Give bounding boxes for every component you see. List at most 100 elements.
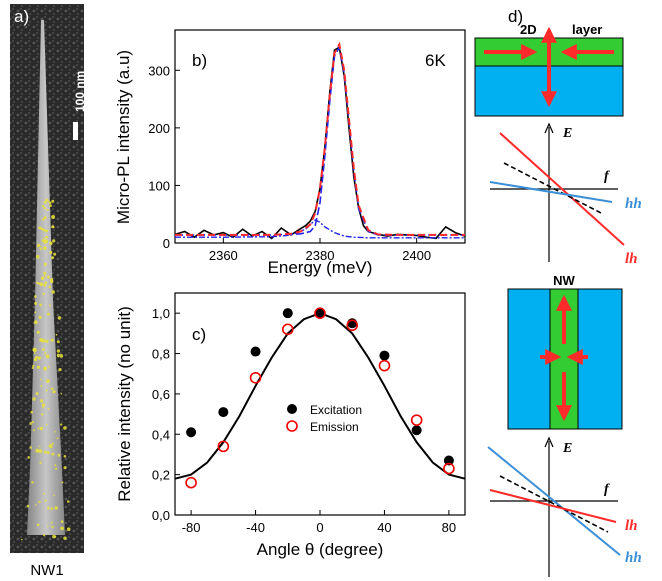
top-lh-line: [499, 132, 625, 246]
plot-b-xtick-label: 2400: [402, 248, 431, 263]
yellow-dot: [33, 320, 38, 325]
yellow-dot: [52, 390, 56, 394]
panel-d: d) 2D layer E f hh lh: [474, 7, 642, 577]
plot-c-fit-line: [174, 312, 466, 480]
yellow-dot: [46, 275, 50, 279]
plot-c-ytick-label: 1,0: [152, 306, 170, 321]
yellow-dot: [57, 355, 59, 358]
yellow-dot: [45, 339, 49, 343]
label-layer: layer: [572, 22, 602, 37]
plot-c-point-excitation: [218, 407, 229, 418]
yellow-dot: [45, 235, 48, 239]
yellow-dot: [43, 492, 46, 495]
yellow-dot: [43, 367, 47, 371]
yellow-dot: [51, 199, 55, 203]
yellow-dot: [54, 430, 56, 433]
yellow-dot: [66, 527, 71, 531]
yellow-dot: [51, 452, 55, 456]
plot-c-xtick-label: 40: [377, 520, 391, 535]
yellow-dot: [42, 217, 45, 221]
yellow-dot: [44, 281, 48, 285]
legend-label-excitation: Excitation: [310, 403, 362, 417]
yellow-dot: [34, 301, 38, 305]
yellow-dot: [56, 349, 61, 353]
plot-c-xtick-label: -80: [182, 520, 201, 535]
yellow-dot: [60, 393, 63, 395]
plot-c-point-emission: [281, 323, 294, 336]
plot-c-point-excitation: [282, 308, 293, 319]
plot-c-point-excitation: [186, 427, 197, 438]
top-lh-label: lh: [625, 251, 638, 267]
yellow-dot: [43, 450, 47, 454]
yellow-dot: [60, 520, 64, 523]
yellow-dot: [34, 295, 37, 298]
yellow-dot: [56, 340, 60, 344]
yellow-dot: [43, 237, 46, 240]
bottom-band-diagram: E f lh hh: [487, 436, 642, 577]
yellow-dot: [33, 352, 36, 354]
yellow-dot: [34, 503, 37, 506]
yellow-dot: [32, 347, 37, 352]
yellow-dot: [40, 245, 42, 248]
plot-c-point-emission: [443, 462, 455, 475]
nw-label: NW: [553, 273, 575, 288]
yellow-dot: [33, 429, 35, 432]
plot-c-xtick-label: 0: [316, 520, 323, 535]
yellow-dot: [50, 521, 53, 524]
legend-label-emission: Emission: [310, 420, 359, 434]
yellow-dot: [43, 200, 47, 204]
panel-c: -80 -40 0 40 80 0,0 0,2 0,4 0,6 0,8 1,0 c) Excitat…: [115, 292, 466, 559]
yellow-dot: [50, 278, 54, 281]
yellow-dot: [35, 448, 40, 453]
plot-c-ticks: -80 -40 0 40 80 0,0 0,2 0,4 0,6 0,8 1,0: [152, 306, 456, 535]
panel-label-d: d): [508, 7, 523, 26]
temperature-annotation: 6K: [425, 51, 446, 70]
top-E-arrowhead: [544, 122, 554, 134]
yellow-dot: [43, 283, 47, 287]
plot-b-ytick-label: 200: [148, 121, 170, 136]
yellow-dot: [48, 285, 51, 289]
yellow-dot: [53, 494, 55, 497]
top-axis-f: f: [604, 169, 610, 184]
yellow-dot: [63, 426, 67, 430]
panel-label-a: a): [14, 7, 29, 26]
yellow-dot: [51, 525, 54, 529]
top-axis-E: E: [562, 126, 572, 141]
yellow-dot: [63, 536, 67, 540]
plot-b-series-fit_total: [175, 41, 465, 236]
yellow-dot: [56, 437, 59, 440]
yellow-dot: [50, 507, 54, 510]
plot-c-point-emission: [346, 319, 359, 332]
yellow-dot: [54, 464, 57, 467]
yellow-dot: [45, 198, 49, 202]
yellow-dot: [53, 252, 57, 256]
yellow-dot: [57, 453, 61, 457]
yellow-dot: [52, 239, 56, 243]
yellow-dot: [31, 366, 34, 370]
yellow-dot: [51, 256, 55, 260]
yellow-dot: [45, 354, 50, 359]
yellow-dot: [35, 355, 38, 359]
plot-c-xtick-label: 80: [442, 520, 456, 535]
yellow-dot: [26, 504, 30, 508]
plot-b-xlabel: Energy (meV): [268, 258, 373, 277]
yellow-dot: [41, 403, 46, 407]
yellow-dot: [36, 523, 40, 527]
plot-b-ylabel: Micro-PL intensity (a.u): [114, 50, 133, 224]
plot-c-ytick-label: 0,8: [152, 347, 170, 362]
panel-label-c: c): [192, 325, 206, 344]
panel-a: a) 100 nm NW1: [10, 4, 87, 579]
plot-b-series-fit_component_1: [175, 44, 465, 236]
yellow-dot: [41, 276, 45, 280]
yellow-dot: [43, 271, 47, 275]
yellow-dot: [50, 280, 54, 284]
yellow-dot: [52, 226, 55, 229]
yellow-dot: [49, 241, 53, 246]
yellow-dot: [60, 526, 64, 531]
plot-b-series: [174, 41, 466, 240]
yellow-dot: [43, 275, 46, 277]
yellow-dot: [36, 330, 40, 334]
yellow-dot: [27, 456, 31, 459]
yellow-dot: [39, 426, 44, 431]
yellow-dot: [60, 423, 63, 426]
